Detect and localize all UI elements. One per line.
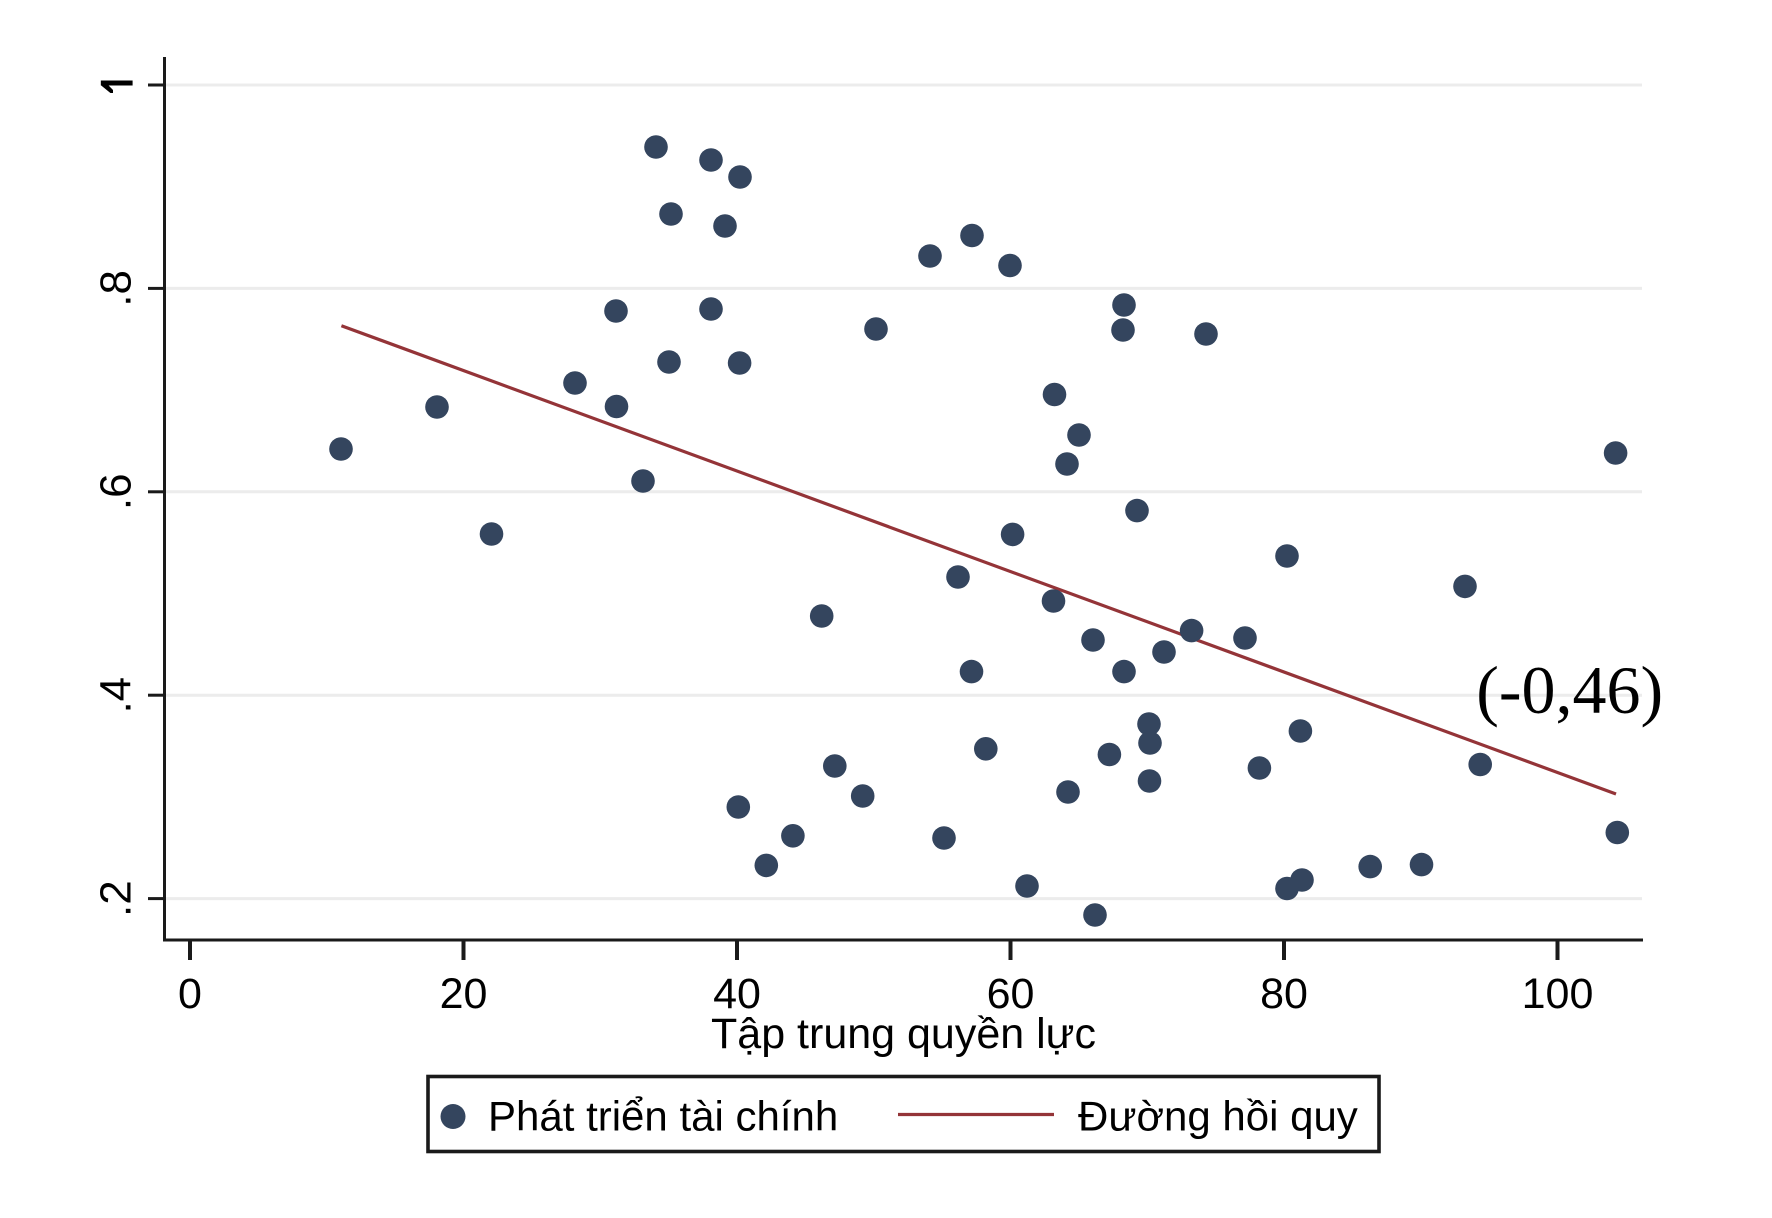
svg-text:100: 100 bbox=[1522, 970, 1594, 1018]
svg-text:.8: .8 bbox=[92, 270, 141, 307]
svg-text:20: 20 bbox=[440, 970, 488, 1018]
svg-text:40: 40 bbox=[713, 970, 761, 1018]
svg-text:.2: .2 bbox=[92, 880, 141, 917]
svg-text:.4: .4 bbox=[92, 677, 141, 714]
svg-text:60: 60 bbox=[987, 970, 1035, 1018]
svg-text:Tập trung quyền lực: Tập trung quyền lực bbox=[711, 1010, 1096, 1058]
svg-text:Đường hồi quy: Đường hồi quy bbox=[1078, 1093, 1358, 1140]
svg-text:.6: .6 bbox=[92, 473, 141, 510]
svg-text:Phát triển tài chính: Phát triển tài chính bbox=[488, 1093, 838, 1140]
svg-text:80: 80 bbox=[1260, 970, 1308, 1018]
svg-text:0: 0 bbox=[178, 970, 202, 1018]
svg-text:(-0,46): (-0,46) bbox=[1476, 652, 1663, 728]
